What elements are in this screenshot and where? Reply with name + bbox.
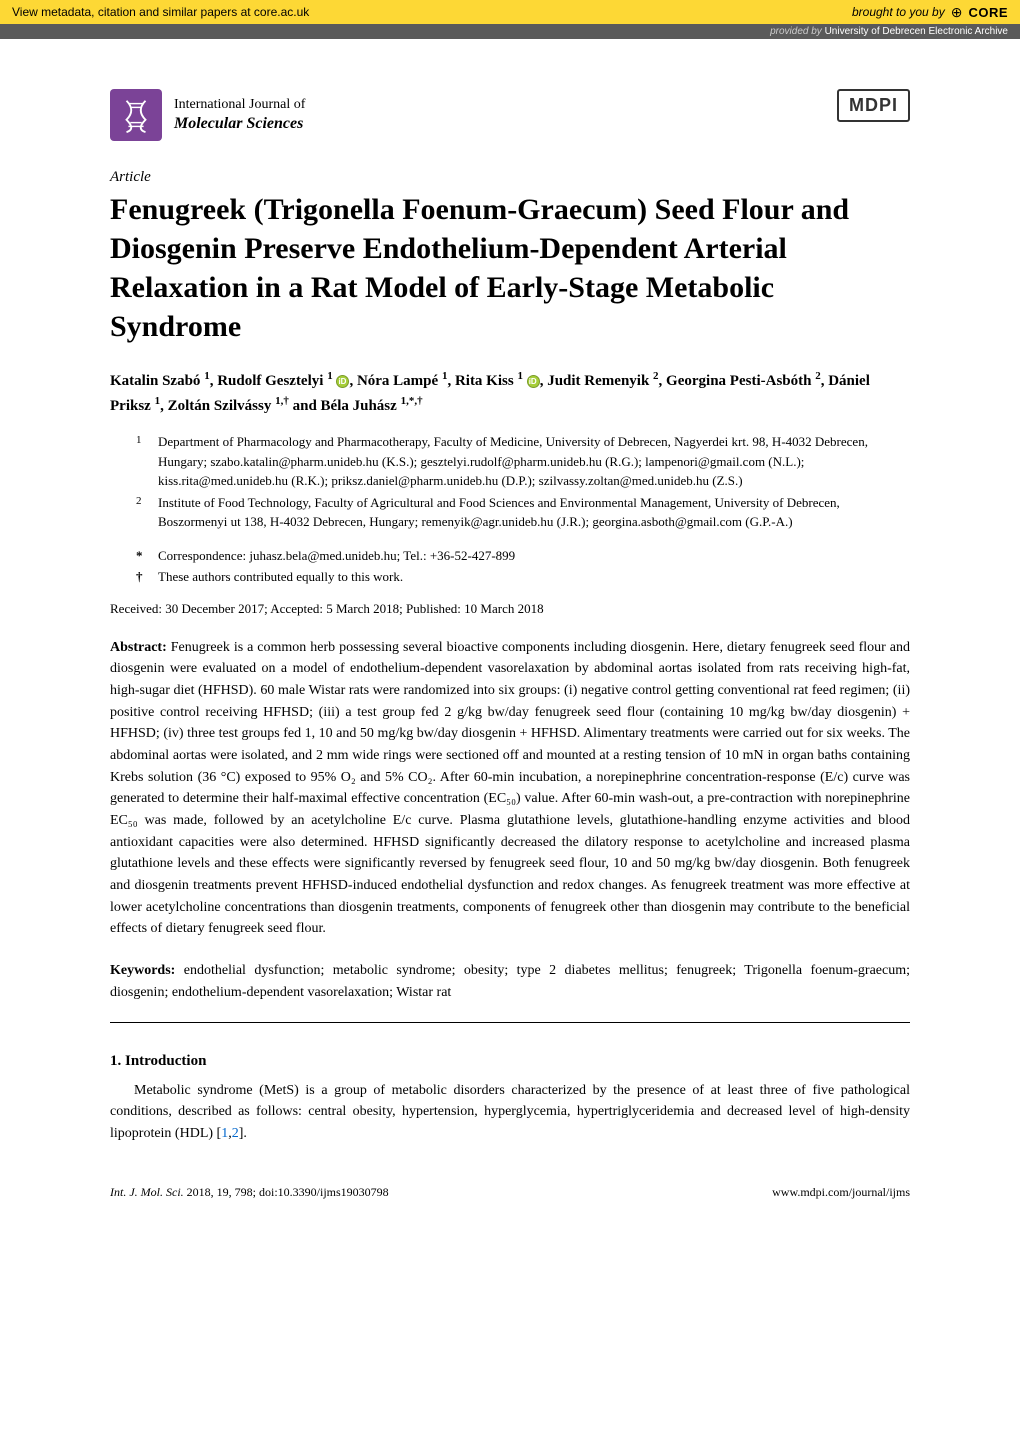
keywords-text: endothelial dysfunction; metabolic syndr… — [110, 963, 910, 1000]
dna-icon — [117, 96, 155, 134]
abstract: Abstract: Fenugreek is a common herb pos… — [110, 637, 910, 941]
provider-name[interactable]: University of Debrecen Electronic Archiv… — [825, 26, 1008, 37]
page-content: International Journal of Molecular Scien… — [0, 39, 1020, 1230]
intro-text-end: ]. — [239, 1126, 247, 1141]
corr-text: These authors contributed equally to thi… — [158, 567, 403, 587]
correspondence: * Correspondence: juhasz.bela@med.unideb.… — [110, 546, 910, 587]
provider-bar: provided by University of Debrecen Elect… — [0, 24, 1020, 39]
corr-symbol: † — [136, 567, 148, 587]
journal-name-bottom: Molecular Sciences — [174, 114, 305, 135]
publication-dates: Received: 30 December 2017; Accepted: 5 … — [110, 601, 910, 617]
footer: Int. J. Mol. Sci. 2018, 19, 798; doi:10.… — [110, 1185, 910, 1200]
abstract-text: Fenugreek is a common herb possessing se… — [110, 640, 910, 937]
affil-num: 2 — [136, 493, 148, 532]
affiliation-row: 2 Institute of Food Technology, Faculty o… — [136, 493, 910, 532]
footer-right[interactable]: www.mdpi.com/journal/ijms — [772, 1185, 910, 1200]
affiliations: 1Department of Pharmacology and Pharmaco… — [110, 432, 910, 532]
core-logo[interactable]: CORE — [968, 5, 1008, 20]
keywords-label: Keywords: — [110, 963, 175, 978]
section-1-heading: 1. Introduction — [110, 1053, 910, 1070]
affil-text: Department of Pharmacology and Pharmacot… — [158, 432, 910, 491]
divider — [110, 1022, 910, 1023]
core-metadata-bar: View metadata, citation and similar pape… — [0, 0, 1020, 24]
journal-block: International Journal of Molecular Scien… — [110, 89, 305, 141]
keywords: Keywords: endothelial dysfunction; metab… — [110, 960, 910, 1003]
core-bar-right: brought to you by ⊕ CORE — [852, 4, 1008, 21]
ref-2[interactable]: 2 — [232, 1126, 239, 1141]
journal-icon — [110, 89, 162, 141]
corr-symbol: * — [136, 546, 148, 566]
header-row: International Journal of Molecular Scien… — [110, 89, 910, 141]
authors-list: Katalin Szabó 1, Rudolf Gesztelyi 1 , Nó… — [110, 368, 910, 418]
affil-text: Institute of Food Technology, Faculty of… — [158, 493, 910, 532]
brought-by-text: brought to you by — [852, 5, 945, 19]
provider-prefix: provided by — [770, 26, 822, 37]
footer-citation: 2018, 19, 798; doi:10.3390/ijms19030798 — [184, 1185, 389, 1199]
footer-journal: Int. J. Mol. Sci. — [110, 1185, 184, 1199]
core-link-text[interactable]: View metadata, citation and similar pape… — [12, 5, 309, 19]
correspondence-row: † These authors contributed equally to th… — [136, 567, 910, 587]
article-title: Fenugreek (Trigonella Foenum-Graecum) Se… — [110, 190, 910, 346]
corr-text: Correspondence: juhasz.bela@med.unideb.h… — [158, 546, 515, 566]
section-1-body: Metabolic syndrome (MetS) is a group of … — [110, 1080, 910, 1145]
journal-text: International Journal of Molecular Scien… — [174, 96, 305, 135]
affiliation-row: 1Department of Pharmacology and Pharmaco… — [136, 432, 910, 491]
article-label: Article — [110, 169, 910, 186]
abstract-label: Abstract: — [110, 640, 167, 655]
footer-left: Int. J. Mol. Sci. 2018, 19, 798; doi:10.… — [110, 1185, 389, 1200]
correspondence-row: * Correspondence: juhasz.bela@med.unideb.… — [136, 546, 910, 566]
journal-name-top: International Journal of — [174, 96, 305, 114]
core-logo-icon: ⊕ — [951, 4, 963, 21]
mdpi-logo[interactable]: MDPI — [837, 89, 910, 122]
affil-num: 1 — [136, 432, 148, 491]
